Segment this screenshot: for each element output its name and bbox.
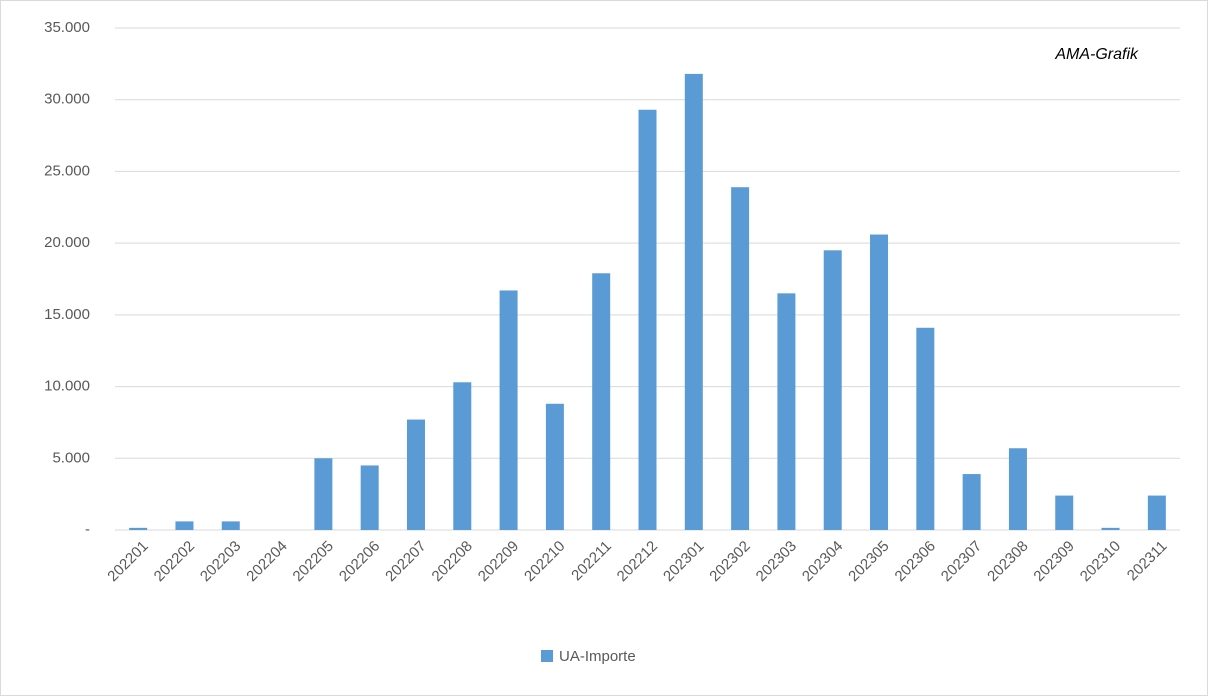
y-tick-label: 35.000 — [44, 19, 90, 36]
bar — [1055, 495, 1074, 530]
bar — [499, 290, 518, 530]
bar — [731, 187, 750, 530]
bar — [545, 403, 564, 530]
bar — [638, 109, 657, 531]
bar — [684, 73, 703, 530]
bar — [221, 521, 240, 530]
y-tick-label: - — [85, 521, 90, 538]
y-tick-label: 5.000 — [52, 449, 90, 466]
bar — [175, 521, 194, 530]
legend-swatch — [541, 650, 553, 662]
bar — [870, 234, 889, 530]
annotation: AMA-Grafik — [1054, 46, 1139, 63]
y-tick-label: 10.000 — [44, 378, 90, 395]
bar — [1147, 495, 1166, 530]
bar — [777, 293, 796, 530]
legend-label: UA-Importe — [559, 648, 636, 665]
y-tick-label: 25.000 — [44, 162, 90, 179]
bar — [453, 382, 472, 530]
bar — [129, 527, 148, 530]
bar — [1101, 527, 1120, 530]
bar — [406, 419, 425, 530]
bar — [360, 465, 379, 530]
y-tick-label: 30.000 — [44, 91, 90, 108]
y-tick-label: 15.000 — [44, 306, 90, 323]
bar — [916, 327, 935, 530]
bar — [314, 458, 333, 530]
bar — [962, 474, 981, 530]
bar — [1008, 448, 1027, 530]
bar — [823, 250, 842, 531]
bar — [592, 273, 611, 530]
y-tick-label: 20.000 — [44, 234, 90, 251]
